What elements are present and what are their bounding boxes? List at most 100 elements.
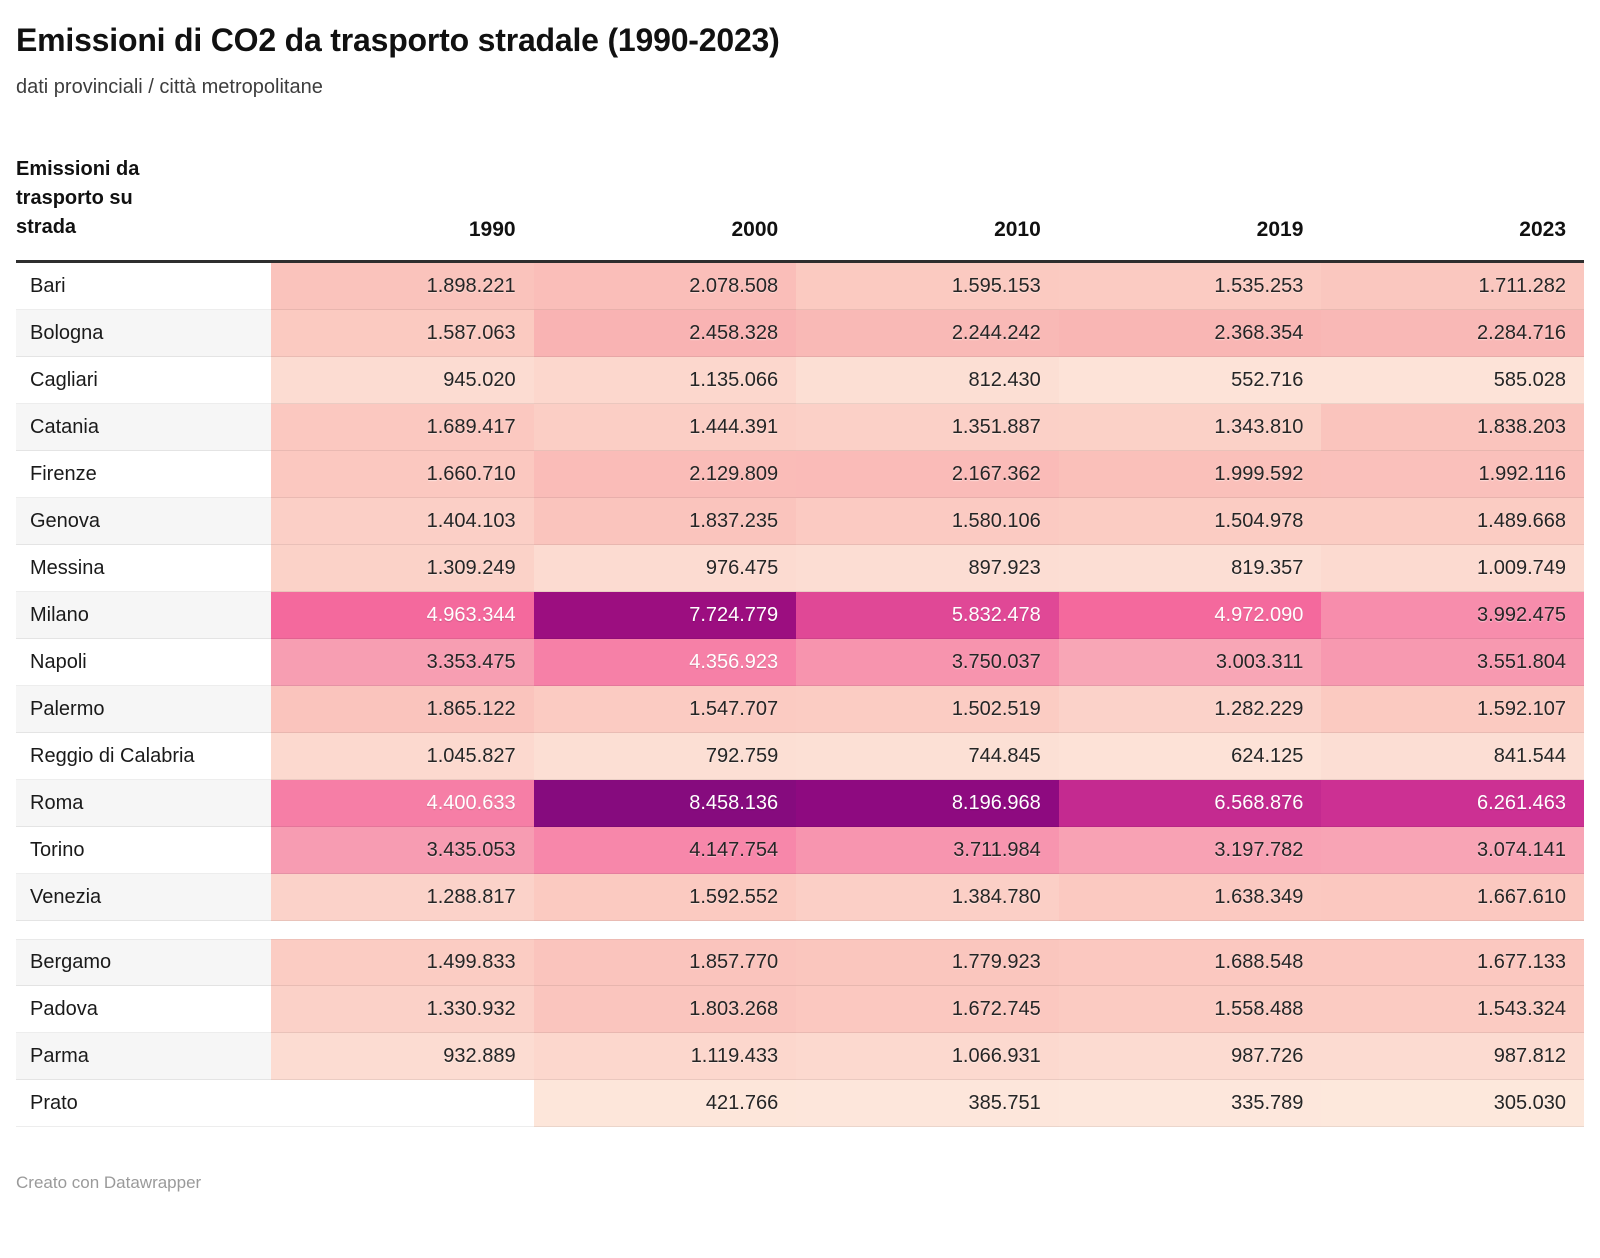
attribution: Creato con Datawrapper: [16, 1173, 1584, 1193]
heatmap-cell: 1.838.203: [1321, 404, 1584, 451]
heatmap-cell: 8.196.968: [796, 780, 1059, 827]
row-label: Padova: [16, 986, 271, 1033]
heatmap-cell: 1.135.066: [533, 357, 797, 404]
heatmap-cell: 3.197.782: [1058, 827, 1322, 874]
heatmap-cell: 987.726: [1058, 1033, 1322, 1080]
heatmap-cell: 4.147.754: [533, 827, 797, 874]
page-title: Emissioni di CO2 da trasporto stradale (…: [16, 22, 780, 58]
heatmap-cell: 4.356.923: [533, 639, 797, 686]
corner-label: Emissioni da trasporto su strada: [16, 158, 140, 238]
heatmap-cell: 1.404.103: [271, 498, 534, 545]
heatmap-cell: 1.502.519: [796, 686, 1059, 733]
column-header-1990: 1990: [468, 218, 516, 241]
heatmap-cell: 1.489.668: [1321, 498, 1584, 545]
heatmap-cell: 1.580.106: [796, 498, 1059, 545]
table-row: Napoli 3.353.475 4.356.923 3.750.037 3.003.3…: [16, 639, 1584, 686]
row-group-1: Bari 1.898.221 2.078.508 1.595.153 1.535.253…: [16, 263, 1584, 921]
heatmap-cell: 3.074.141: [1321, 827, 1584, 874]
heatmap-cell: 3.992.475: [1321, 592, 1584, 639]
table-row: Bari 1.898.221 2.078.508 1.595.153 1.535.253…: [16, 263, 1584, 310]
heatmap-cell: 6.261.463: [1321, 780, 1584, 827]
heatmap-cell: 1.779.923: [796, 939, 1059, 986]
heatmap-cell: 1.992.116: [1321, 451, 1584, 498]
heatmap-cell: 4.972.090: [1058, 592, 1322, 639]
table-row: Torino 3.435.053 4.147.754 3.711.984 3.197.7…: [16, 827, 1584, 874]
row-label: Catania: [16, 404, 271, 451]
heatmap-cell: 1.689.417: [271, 404, 534, 451]
table-row: Bologna 1.587.063 2.458.328 2.244.242 2.368.…: [16, 310, 1584, 357]
heatmap-cell: 945.020: [271, 357, 534, 404]
heatmap-cell: 1.672.745: [796, 986, 1059, 1033]
heatmap-cell: 1.638.349: [1058, 874, 1322, 921]
heatmap-cell: 1.660.710: [271, 451, 534, 498]
heatmap-cell: 335.789: [1058, 1080, 1322, 1127]
row-label: Reggio di Calabria: [16, 733, 271, 780]
table-row: Catania 1.689.417 1.444.391 1.351.887 1.343.…: [16, 404, 1584, 451]
heatmap-cell: 1.282.229: [1058, 686, 1322, 733]
heatmap-cell: 7.724.779: [533, 592, 797, 639]
table-body: Bari 1.898.221 2.078.508 1.595.153 1.535.253…: [16, 263, 1584, 1127]
table-row: Reggio di Calabria 1.045.827 792.759 744.84…: [16, 733, 1584, 780]
heatmap-cell: 1.543.324: [1321, 986, 1584, 1033]
heatmap-cell: 792.759: [533, 733, 797, 780]
heatmap-cell: 305.030: [1321, 1080, 1584, 1127]
column-header-2023: 2023: [1519, 218, 1566, 241]
row-label: Messina: [16, 545, 271, 592]
datawrapper-link[interactable]: Creato con Datawrapper: [16, 1173, 202, 1192]
heatmap-cell: 3.750.037: [796, 639, 1059, 686]
heatmap-cell: 976.475: [533, 545, 797, 592]
row-label: Palermo: [16, 686, 271, 733]
row-label: Prato: [16, 1080, 271, 1127]
column-header-2010: 2010: [994, 218, 1041, 241]
table-row: Parma 932.889 1.119.433 1.066.931 987.726 987…: [16, 1033, 1584, 1080]
heatmap-cell: 897.923: [796, 545, 1059, 592]
heatmap-cell: 1.667.610: [1321, 874, 1584, 921]
heatmap-cell: 1.677.133: [1321, 939, 1584, 986]
heatmap-cell: 624.125: [1058, 733, 1322, 780]
heatmap-cell: 1.803.268: [533, 986, 797, 1033]
heatmap-cell: 552.716: [1058, 357, 1322, 404]
heatmap-cell: 812.430: [796, 357, 1059, 404]
heatmap-cell: 1.119.433: [533, 1033, 797, 1080]
heatmap-cell: 1.384.780: [796, 874, 1059, 921]
heatmap-cell: [271, 1080, 534, 1127]
heatmap-cell: 1.351.887: [796, 404, 1059, 451]
table-row: Bergamo 1.499.833 1.857.770 1.779.923 1.688.…: [16, 939, 1584, 986]
row-group-2: Bergamo 1.499.833 1.857.770 1.779.923 1.688.…: [16, 939, 1584, 1127]
page-subtitle: dati provinciali / città metropolitane: [16, 76, 323, 98]
heatmap-cell: 1.499.833: [271, 939, 534, 986]
heatmap-cell: 1.009.749: [1321, 545, 1584, 592]
row-label: Genova: [16, 498, 271, 545]
row-label: Bologna: [16, 310, 271, 357]
table-row: Venezia 1.288.817 1.592.552 1.384.780 1.638.…: [16, 874, 1584, 921]
heatmap-cell: 385.751: [796, 1080, 1059, 1127]
heatmap-cell: 1.504.978: [1058, 498, 1322, 545]
heatmap-cell: 1.898.221: [271, 263, 534, 310]
heatmap-cell: 4.963.344: [271, 592, 534, 639]
heatmap-cell: 1.558.488: [1058, 986, 1322, 1033]
heatmap-cell: 2.078.508: [533, 263, 797, 310]
heatmap-cell: 1.857.770: [533, 939, 797, 986]
heatmap-cell: 841.544: [1321, 733, 1584, 780]
table-row: Messina 1.309.249 976.475 897.923 819.357 1.0…: [16, 545, 1584, 592]
heatmap-cell: 2.244.242: [796, 310, 1059, 357]
heatmap-cell: 1.688.548: [1058, 939, 1322, 986]
page: Emissioni di CO2 da trasporto stradale (…: [0, 21, 1600, 1193]
table-row: Milano 4.963.344 7.724.779 5.832.478 4.972.0…: [16, 592, 1584, 639]
heatmap-cell: 3.711.984: [796, 827, 1059, 874]
heatmap-cell: 6.568.876: [1058, 780, 1322, 827]
table-row: Genova 1.404.103 1.837.235 1.580.106 1.504.9…: [16, 498, 1584, 545]
heatmap-cell: 987.812: [1321, 1033, 1584, 1080]
row-label: Firenze: [16, 451, 271, 498]
heatmap-cell: 744.845: [796, 733, 1059, 780]
row-label: Roma: [16, 780, 271, 827]
heatmap-cell: 1.066.931: [796, 1033, 1059, 1080]
heatmap-cell: 2.284.716: [1321, 310, 1584, 357]
heatmap-cell: 1.288.817: [271, 874, 534, 921]
heatmap-cell: 1.837.235: [533, 498, 797, 545]
column-header-2019: 2019: [1256, 218, 1304, 241]
heatmap-cell: 1.547.707: [533, 686, 797, 733]
table-row: Prato 421.766 385.751 335.789 305.030: [16, 1080, 1584, 1127]
heatmap-cell: 1.330.932: [271, 986, 534, 1033]
table-row: Firenze 1.660.710 2.129.809 2.167.362 1.999.…: [16, 451, 1584, 498]
